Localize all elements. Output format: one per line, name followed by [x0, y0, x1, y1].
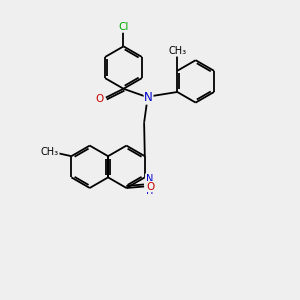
Text: CH₃: CH₃ [41, 147, 59, 157]
Text: Cl: Cl [118, 22, 129, 32]
Text: N
H: N H [146, 174, 153, 196]
Text: CH₃: CH₃ [168, 46, 186, 56]
Text: N: N [144, 91, 153, 104]
Text: O: O [95, 94, 103, 104]
Text: O: O [146, 182, 155, 191]
